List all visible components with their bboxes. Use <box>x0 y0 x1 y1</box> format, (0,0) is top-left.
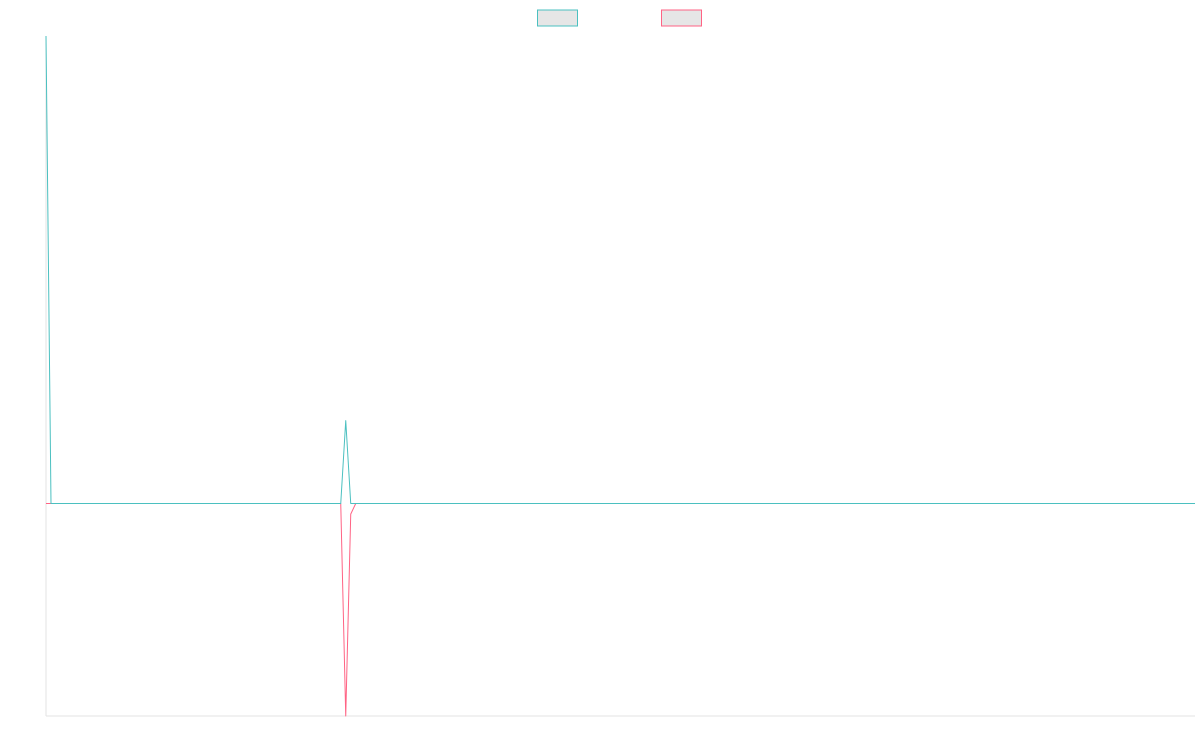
legend-swatch-1 <box>537 9 578 27</box>
legend <box>537 9 702 27</box>
axes <box>45 36 1195 717</box>
series-line-1 <box>45 35 1195 504</box>
legend-swatch-2 <box>661 9 702 27</box>
series-layer <box>45 35 1195 717</box>
series-line-2 <box>46 503 1195 717</box>
